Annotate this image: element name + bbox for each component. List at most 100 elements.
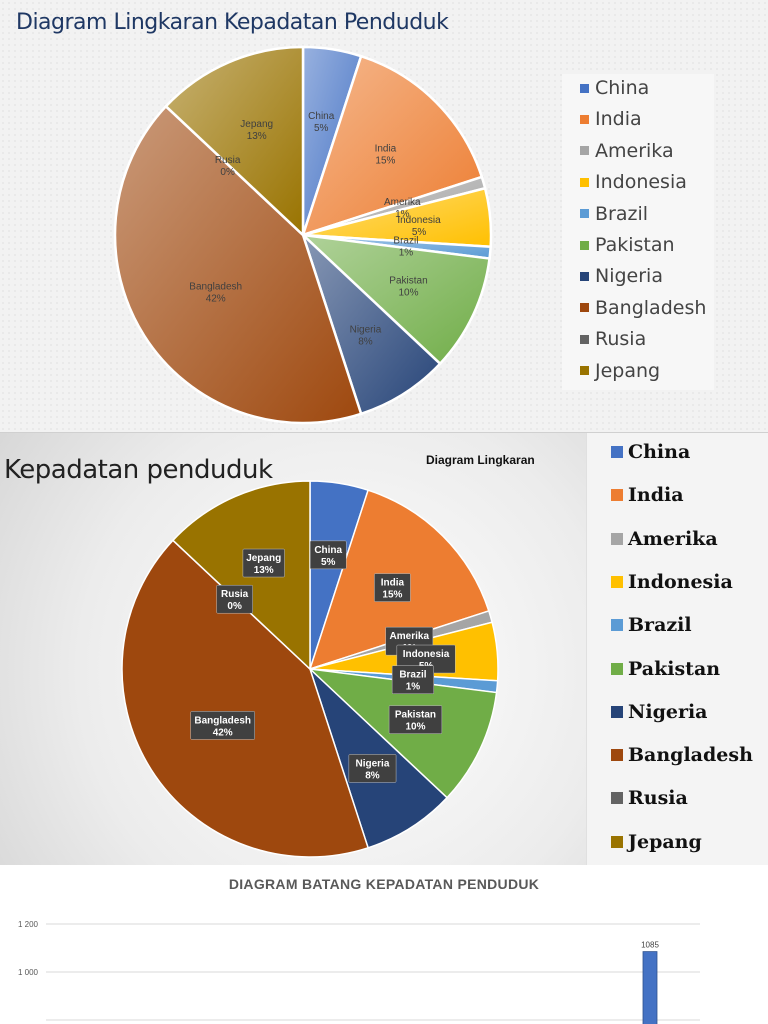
bar-chart-panel: DIAGRAM BATANG KEPADATAN PENDUDUK 1 200 1…	[0, 866, 768, 1024]
chart-legend: China India Amerika Indonesia Brazil Pakistan…	[562, 74, 714, 390]
legend-swatch	[611, 446, 623, 458]
pie-chart-1: China5%India15%Amerika1%Indonesia5%Brazi…	[113, 45, 493, 425]
bar-data-label: 1085	[641, 941, 659, 950]
legend-item-pakistan: Pakistan	[611, 658, 720, 680]
data-label-value: 42%	[213, 727, 233, 738]
legend-label: China	[628, 441, 691, 463]
data-label-category: Bangladesh	[194, 715, 251, 726]
bar-chart: 1 200 1 000 1085	[18, 920, 700, 1024]
legend-swatch	[580, 177, 589, 187]
data-label-category: Jepang	[240, 119, 273, 130]
data-label-value: 1%	[395, 209, 410, 220]
legend-swatch	[580, 146, 589, 156]
legend-item-jepang: Jepang	[611, 831, 702, 853]
chart-title: Kepadatan penduduk	[4, 455, 273, 485]
chart-title: Diagram Lingkaran Kepadatan Penduduk	[16, 10, 449, 35]
data-label-value: 5%	[412, 227, 427, 238]
data-label-category: Nigeria	[356, 758, 390, 769]
legend-label: Brazil	[628, 614, 692, 637]
data-label-category: Brazil	[399, 670, 426, 681]
legend-label: Bangladesh	[628, 744, 753, 767]
data-label-category: Amerika	[390, 631, 430, 642]
data-label-value: 5%	[321, 557, 336, 568]
pie-slice-bangladesh	[121, 539, 370, 858]
legend-label: Jepang	[595, 359, 661, 382]
data-label-category: Jepang	[246, 553, 281, 564]
legend-label: Jepang	[628, 830, 702, 853]
legend-item-india: India	[580, 108, 642, 130]
legend-label: Bangladesh	[595, 296, 707, 319]
y-tick-label: 1 000	[18, 968, 39, 977]
data-label-category: Nigeria	[350, 324, 382, 335]
legend-label: Nigeria	[595, 265, 663, 288]
data-label-value: 15%	[382, 590, 402, 601]
legend-item-amerika: Amerika	[580, 140, 674, 162]
legend-label: Rusia	[628, 787, 688, 810]
pie-slice-bangladesh	[113, 104, 363, 425]
data-label-value: 5%	[314, 123, 329, 134]
pie-slice-jepang	[171, 480, 311, 671]
legend-swatch	[611, 575, 623, 588]
data-label-category: Pakistan	[389, 276, 427, 287]
legend-label: Indonesia	[595, 171, 687, 194]
legend-item-amerika: Amerika	[611, 528, 718, 550]
legend-swatch	[580, 271, 589, 281]
legend-label: India	[595, 108, 642, 131]
legend-swatch	[611, 792, 623, 805]
pie-slice-pakistan	[299, 233, 491, 366]
legend-item-nigeria: Nigeria	[580, 265, 663, 287]
legend-swatch	[611, 662, 623, 675]
legend-item-jepang: Jepang	[580, 360, 660, 382]
data-label-value: 42%	[206, 293, 226, 304]
y-tick-label: 1 200	[18, 920, 39, 929]
chart-legend: China India Amerika Indonesia Brazil Pakistan…	[586, 433, 768, 865]
legend-item-indonesia: Indonesia	[580, 171, 687, 193]
data-label-value: 13%	[254, 565, 274, 576]
legend-swatch	[580, 366, 589, 376]
data-label-category: China	[308, 111, 335, 122]
data-label-value: 10%	[398, 288, 418, 299]
legend-swatch	[611, 619, 623, 632]
legend-swatch	[580, 209, 589, 219]
data-label-value: 0%	[220, 167, 235, 178]
legend-label: Amerika	[595, 139, 674, 162]
legend-swatch	[580, 240, 589, 250]
data-label-value: 8%	[365, 770, 380, 781]
legend-swatch	[611, 489, 623, 502]
pie-chart-panel-2: Kepadatan penduduk Diagram Lingkaran Chi…	[0, 433, 768, 865]
legend-item-rusia: Rusia	[580, 328, 646, 350]
pie-slice-jepang	[164, 45, 305, 238]
legend-item-china: China	[611, 441, 690, 463]
legend-item-brazil: Brazil	[580, 203, 648, 225]
legend-label: China	[595, 77, 650, 99]
legend-swatch	[580, 334, 589, 344]
pie-chart-panel-1: Diagram Lingkaran Kepadatan Penduduk Chi…	[0, 0, 768, 433]
legend-label: Rusia	[595, 328, 647, 351]
data-label-value: 13%	[247, 131, 267, 142]
legend-label: Nigeria	[628, 700, 708, 723]
legend-label: Indonesia	[628, 570, 733, 593]
data-label-category: Indonesia	[397, 215, 441, 226]
legend-label: Pakistan	[595, 234, 675, 256]
legend-label: Brazil	[595, 202, 649, 225]
data-label-category: Indonesia	[403, 649, 450, 660]
data-label-category: India	[381, 578, 405, 589]
data-label-category: Bangladesh	[189, 281, 242, 292]
legend-swatch	[580, 303, 589, 313]
legend-label: Amerika	[628, 527, 718, 550]
pie-slice-nigeria	[301, 234, 442, 416]
legend-item-india: India	[611, 484, 684, 506]
data-label-category: India	[375, 144, 397, 155]
